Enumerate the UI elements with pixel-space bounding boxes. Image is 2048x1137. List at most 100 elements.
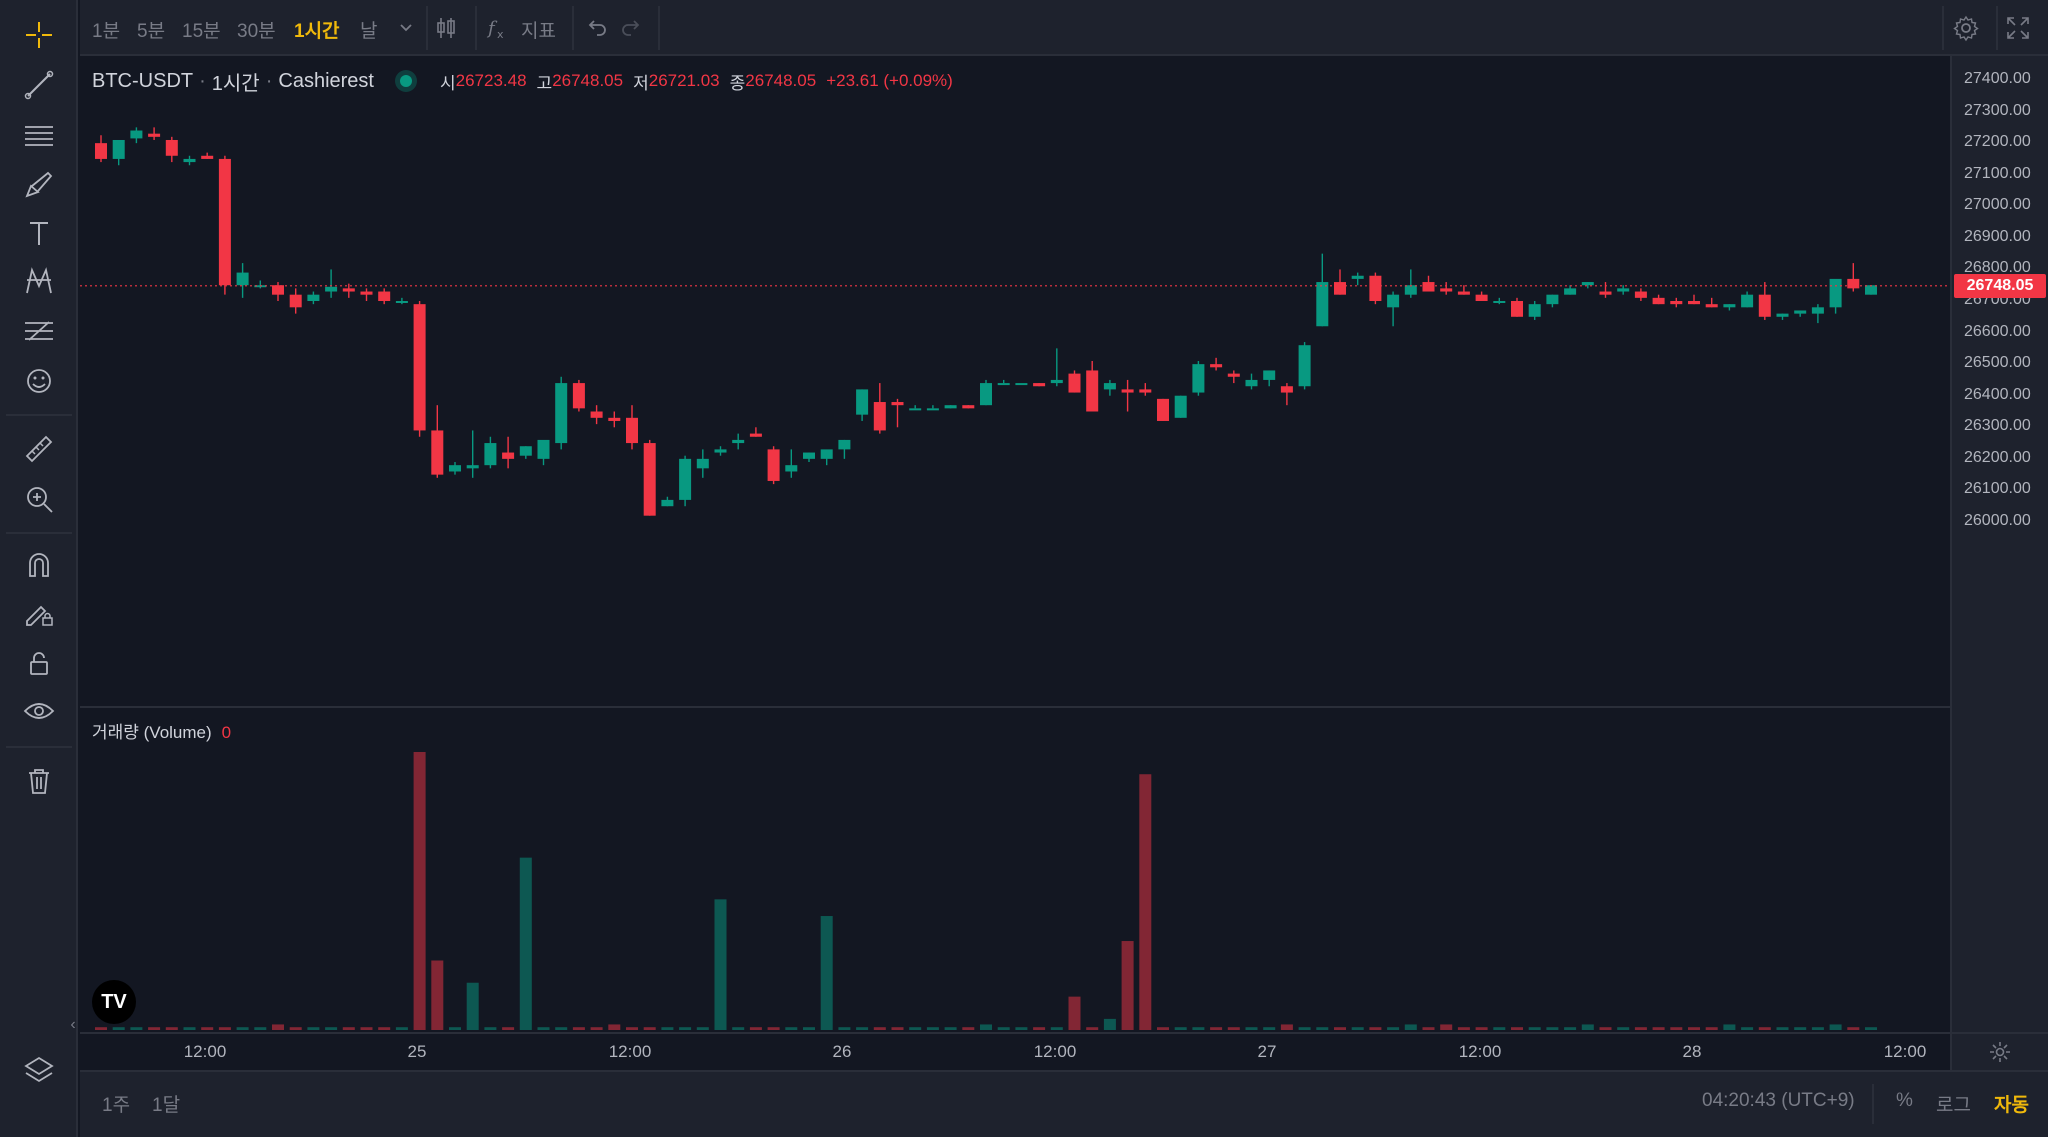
fullscreen-icon[interactable] xyxy=(2002,12,2034,44)
pattern-icon[interactable] xyxy=(14,258,64,304)
crosshair-icon[interactable] xyxy=(14,12,64,58)
candle xyxy=(643,439,656,516)
candle xyxy=(537,439,550,466)
candle xyxy=(909,405,922,411)
volume-bar xyxy=(1050,1027,1063,1030)
legend-interval: 1시간 xyxy=(211,72,260,95)
text-icon[interactable] xyxy=(14,210,64,256)
volume-bar xyxy=(944,1027,957,1030)
candle xyxy=(342,283,355,298)
timeframe-15m[interactable]: 15분 xyxy=(182,21,221,42)
timeframe-dropdown-chevron-icon[interactable] xyxy=(390,12,422,44)
chart-area[interactable] xyxy=(80,56,1950,1071)
volume-bar xyxy=(1564,1027,1577,1030)
log-scale-toggle[interactable]: 로그 xyxy=(1936,1095,1971,1116)
volume-bar xyxy=(449,1027,461,1030)
price-axis[interactable]: 27400.00 27300.00 27200.00 27100.00 27000.00… xyxy=(1950,56,2048,1071)
volume-bar xyxy=(1847,1027,1860,1030)
layers-icon[interactable] xyxy=(14,1046,64,1092)
candle xyxy=(1369,272,1382,305)
candle xyxy=(1581,282,1594,289)
legend-symbol[interactable]: BTC-USDT xyxy=(92,69,194,92)
candle xyxy=(1723,304,1736,311)
legend-low-value: 26721.03 xyxy=(648,71,720,90)
candle-type-icon[interactable] xyxy=(430,12,462,44)
volume-bar xyxy=(165,1027,178,1030)
timeframe-1h[interactable]: 1시간 xyxy=(294,21,340,42)
settings-gear-icon[interactable] xyxy=(1950,12,1982,44)
volume-bar xyxy=(466,982,479,1030)
collapse-toolbar-chevron-icon[interactable]: ‹ xyxy=(70,1016,76,1033)
ruler-icon[interactable] xyxy=(14,426,64,472)
volume-bar xyxy=(926,1027,939,1030)
brush-icon[interactable] xyxy=(14,162,64,208)
candle xyxy=(1245,373,1258,390)
candle xyxy=(95,135,107,163)
price-chart[interactable] xyxy=(80,56,1950,1071)
undo-icon[interactable] xyxy=(580,12,612,44)
trend-line-icon[interactable] xyxy=(14,62,64,108)
volume-bar xyxy=(1811,1027,1824,1030)
volume-legend-label[interactable]: 거래량 (Volume) xyxy=(92,723,212,742)
candle xyxy=(1847,263,1860,292)
zoom-in-icon[interactable] xyxy=(14,476,64,522)
redo-icon[interactable] xyxy=(616,12,648,44)
pane-separator[interactable] xyxy=(80,706,1950,708)
legend-high-value: 26748.05 xyxy=(552,71,624,90)
volume-bar xyxy=(1192,1027,1205,1030)
volume-bar xyxy=(1369,1027,1382,1030)
volume-bar xyxy=(1652,1027,1665,1030)
time-axis[interactable]: 12:00 25 12:00 26 12:00 27 12:00 28 12:0… xyxy=(80,1032,1950,1070)
percent-scale-toggle[interactable]: % xyxy=(1896,1090,1913,1111)
candle xyxy=(1758,282,1771,320)
candle xyxy=(626,405,638,450)
auto-scale-toggle[interactable]: 자동 xyxy=(1994,1095,2029,1116)
volume-bar xyxy=(236,1027,249,1030)
trash-icon[interactable] xyxy=(14,758,64,804)
volume-bar xyxy=(572,1027,585,1030)
candle xyxy=(1705,297,1718,308)
range-1m-button[interactable]: 1달 xyxy=(152,1095,181,1116)
indicators-button[interactable]: 지표 xyxy=(521,21,556,42)
candle xyxy=(873,383,886,434)
price-label: 26300.00 xyxy=(1964,417,2031,435)
timeframe-5m[interactable]: 5분 xyxy=(137,21,166,42)
range-1w-button[interactable]: 1주 xyxy=(102,1095,131,1116)
volume-bar xyxy=(891,1027,904,1030)
candle xyxy=(1263,370,1276,387)
volume-bar xyxy=(909,1027,922,1030)
eye-icon[interactable] xyxy=(14,688,64,734)
volume-bar xyxy=(1723,1024,1736,1030)
price-label: 27200.00 xyxy=(1964,133,2031,151)
volume-bar xyxy=(1705,1027,1718,1030)
timeframe-day[interactable]: 날 xyxy=(360,21,378,42)
candle xyxy=(1688,294,1700,305)
volume-bar xyxy=(980,1024,992,1030)
timeframe-30m[interactable]: 30분 xyxy=(237,21,276,42)
emoji-icon[interactable] xyxy=(14,358,64,404)
market-open-status-icon xyxy=(400,75,412,87)
horizontal-lines-icon[interactable] xyxy=(14,112,64,158)
volume-bar xyxy=(962,1027,975,1030)
timeframe-1m[interactable]: 1분 xyxy=(92,21,121,42)
axis-settings-icon[interactable] xyxy=(1950,1032,2048,1070)
fib-retracement-icon[interactable] xyxy=(14,308,64,354)
magnet-icon[interactable] xyxy=(14,542,64,588)
legend-open-label: 시 xyxy=(440,73,456,93)
volume-bar xyxy=(130,1027,143,1030)
lock-drawing-icon[interactable] xyxy=(14,590,64,636)
tradingview-logo[interactable]: TV xyxy=(92,980,136,1024)
volume-bar xyxy=(201,1027,214,1030)
clock-timezone[interactable]: 04:20:43 (UTC+9) xyxy=(1702,1090,1855,1111)
volume-bar xyxy=(378,1027,391,1030)
candle xyxy=(1404,269,1417,298)
candle xyxy=(254,280,267,289)
candle xyxy=(1050,348,1063,387)
time-label: 12:00 xyxy=(608,1042,652,1061)
volume-bar xyxy=(272,1024,284,1030)
candle xyxy=(1351,272,1364,286)
unlock-icon[interactable] xyxy=(14,640,64,686)
candle xyxy=(1068,370,1081,393)
price-label: 26800.00 xyxy=(1964,259,2031,277)
